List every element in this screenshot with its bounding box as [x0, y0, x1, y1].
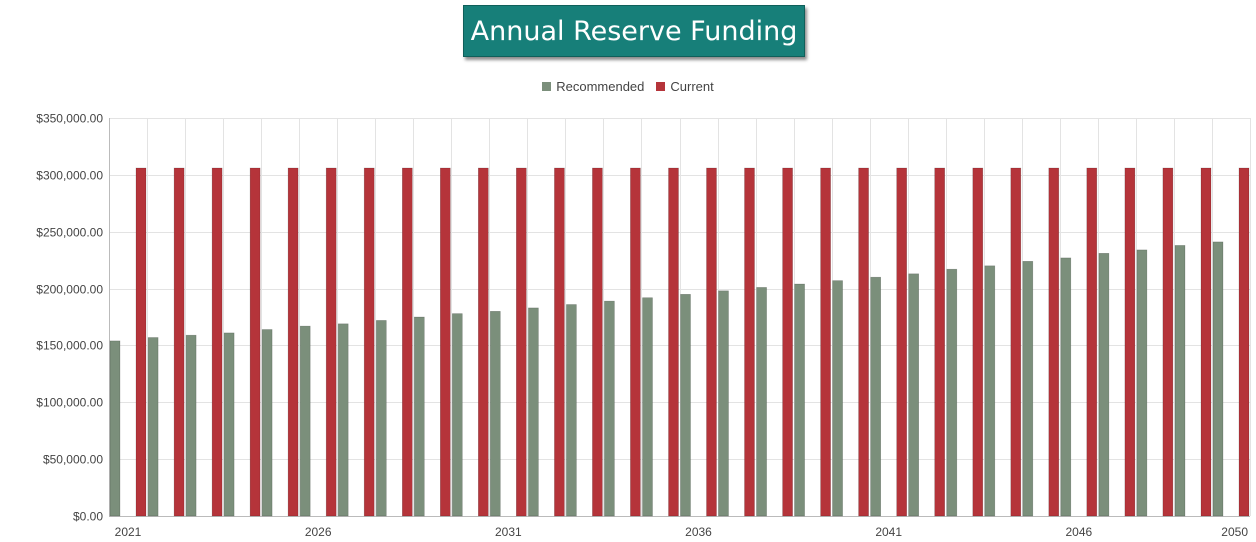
bar-recommended: [451, 313, 463, 517]
bar-current: [934, 167, 946, 517]
y-tick-label: $250,000.00: [36, 226, 103, 240]
bar-current: [1200, 167, 1212, 517]
y-tick-label: $50,000.00: [43, 453, 103, 467]
bar-recommended: [642, 297, 653, 517]
bar-recommended: [604, 300, 615, 517]
bar-recommended: [680, 293, 691, 517]
legend-swatch-current: [656, 81, 666, 91]
bar-current: [477, 167, 489, 517]
x-tick-label: 2021: [115, 525, 142, 539]
bar-current: [1162, 167, 1174, 517]
bar-current: [135, 167, 147, 517]
x-tick-label: 2031: [495, 525, 522, 539]
bar-current: [782, 167, 793, 517]
bar-current: [820, 167, 831, 517]
x-tick-label: 2041: [875, 525, 902, 539]
bar-recommended: [794, 283, 805, 517]
bar-current: [325, 167, 337, 517]
bar-current: [972, 167, 984, 517]
bar-current: [287, 167, 299, 517]
x-tick-label: 2026: [305, 525, 332, 539]
legend-label-recommended: Recommended: [556, 78, 645, 94]
bar-recommended: [984, 265, 996, 517]
y-tick-label: $300,000.00: [36, 169, 103, 183]
y-tick-label: $0.00: [73, 510, 103, 524]
bar-current: [744, 167, 755, 517]
bar-current: [1086, 167, 1098, 517]
bar-recommended: [1212, 241, 1224, 517]
bar-current: [173, 167, 185, 517]
y-tick-label: $350,000.00: [36, 112, 103, 126]
bar-current: [630, 167, 641, 517]
y-tick-label: $200,000.00: [36, 283, 103, 297]
bar-current: [211, 167, 223, 517]
bar-recommended: [147, 337, 159, 517]
bar-current: [249, 167, 261, 517]
y-tick-label: $100,000.00: [36, 396, 103, 410]
bar-recommended: [1136, 249, 1148, 517]
legend-item-recommended[interactable]: Recommended: [542, 79, 644, 94]
bar-recommended: [528, 307, 539, 517]
bar-current: [515, 167, 527, 517]
bar-recommended: [261, 329, 273, 517]
x-tick-label: 2046: [1065, 525, 1092, 539]
bar-recommended: [870, 276, 882, 517]
bar-current: [896, 167, 908, 517]
bar-current: [592, 167, 603, 517]
bar-current: [706, 167, 717, 517]
bar-recommended: [375, 320, 387, 517]
x-tick-label: 2036: [685, 525, 712, 539]
legend-label-current: Current: [670, 78, 714, 94]
bar-recommended: [1098, 253, 1110, 517]
bar-recommended: [718, 290, 729, 517]
chart-title: Annual Reserve Funding: [463, 5, 805, 57]
bar-recommended: [223, 332, 235, 517]
bar-recommended: [489, 310, 501, 517]
bar-recommended: [109, 340, 121, 517]
bar-current: [439, 167, 451, 517]
legend-swatch-recommended: [542, 81, 552, 91]
bar-recommended: [946, 268, 958, 517]
bar-current: [363, 167, 375, 517]
bar-recommended: [756, 287, 767, 517]
bar-current: [554, 167, 565, 517]
bar-current: [668, 167, 679, 517]
bar-current: [1124, 167, 1136, 517]
bar-current: [1048, 167, 1060, 517]
bar-recommended: [1060, 257, 1072, 517]
legend-item-current[interactable]: Current: [656, 78, 714, 94]
chart-legend: Recommended Current: [0, 76, 1256, 96]
bar-recommended: [566, 304, 577, 517]
bar-recommended: [413, 316, 425, 517]
bar-current: [1010, 167, 1022, 517]
bar-recommended: [337, 323, 349, 517]
bar-recommended: [185, 334, 197, 517]
bar-recommended: [1022, 260, 1034, 517]
bar-recommended: [1174, 245, 1186, 517]
bar-recommended: [299, 325, 311, 517]
bar-current: [401, 167, 413, 517]
bar-current: [1238, 167, 1250, 517]
y-tick-label: $150,000.00: [36, 339, 103, 353]
bar-recommended: [832, 280, 843, 517]
x-tick-label: 2050: [1221, 525, 1248, 539]
bar-current: [858, 167, 869, 517]
bar-recommended: [908, 273, 920, 517]
